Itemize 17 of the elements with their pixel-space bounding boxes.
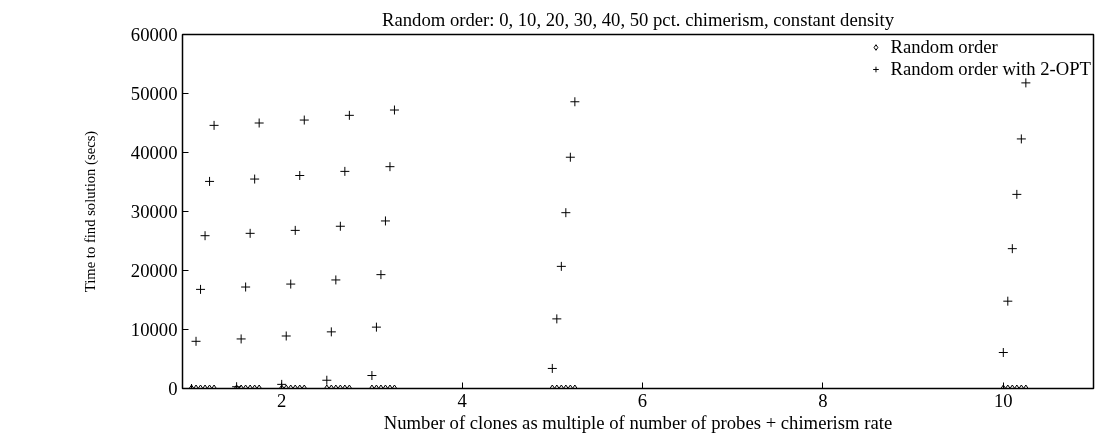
chart-title: Random order: 0, 10, 20, 30, 40, 50 pct. chimerism, constant density [382, 8, 895, 30]
x-tick-label: 4 [457, 389, 468, 411]
y-tick-label: 30000 [130, 201, 178, 222]
legend-label: Random order with 2-OPT [890, 58, 1091, 80]
x-tick-label: 6 [637, 389, 648, 411]
x-tick-label: 8 [818, 389, 828, 411]
y-tick-label: 0 [168, 378, 178, 399]
x-tick-label: 2 [277, 389, 287, 411]
y-tick-label: 60000 [130, 24, 178, 45]
y-tick-label: 20000 [130, 260, 178, 281]
y-axis-title: Time to find solution (secs) [81, 130, 99, 293]
y-tick-label: 50000 [130, 83, 178, 104]
legend-label: Random order [890, 36, 998, 58]
x-tick-label: 10 [993, 389, 1013, 411]
x-axis-title: Number of clones as multiple of number of probes + chimerism rate [383, 411, 893, 433]
y-tick-label: 40000 [130, 142, 178, 163]
y-tick-label: 10000 [130, 319, 178, 340]
